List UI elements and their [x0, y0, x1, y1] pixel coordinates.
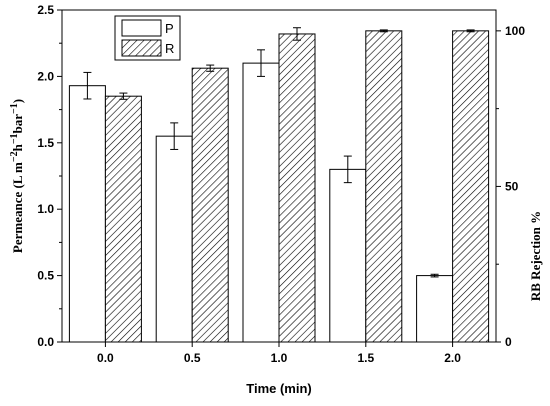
- x-tick-label-3: 1.5: [357, 351, 374, 365]
- y-left-tick-label-4: 2.0: [37, 69, 54, 83]
- y-right-tick-label-0: 0: [505, 335, 512, 349]
- right-axis: 0 50 100: [496, 24, 525, 349]
- error-bar-p-2: [257, 49, 265, 77]
- bar-p-2: [242, 62, 280, 343]
- x-tick-label-1: 0.5: [184, 351, 201, 365]
- error-bar-r-2: [293, 27, 301, 41]
- legend: P R: [114, 15, 181, 61]
- y-left-tick-label-0: 0.0: [37, 335, 54, 349]
- error-bar-p-4: [430, 273, 439, 278]
- y-axis-right-title: RB Rejection %: [528, 211, 543, 301]
- x-axis: 0.0 0.5 1.0 1.5 2.0: [97, 342, 461, 365]
- y-right-tick-label-1: 50: [505, 179, 519, 193]
- bar-p-0: [68, 85, 106, 343]
- bar-r-3: [365, 30, 403, 343]
- error-bar-r-4: [466, 29, 475, 33]
- y-left-tick-label-5: 2.5: [37, 3, 54, 17]
- bar-r-0: [104, 95, 142, 343]
- x-axis-title: Time (min): [246, 381, 312, 396]
- y-right-tick-label-2: 100: [505, 24, 525, 38]
- bar-p-3: [329, 168, 367, 343]
- left-axis: 0.0 0.5 1.0 1.5 2.0 2.5: [37, 3, 62, 349]
- error-bar-r-0: [119, 92, 128, 100]
- y-left-tick-label-3: 1.5: [37, 136, 54, 150]
- legend-swatch-r: [121, 39, 162, 57]
- y-axis-left-title: Permeance (L m−2h−1bar−1): [9, 99, 26, 253]
- bar-r-4: [452, 30, 490, 343]
- legend-label-p: P: [165, 21, 174, 36]
- bar-p-1: [155, 135, 193, 343]
- error-bar-r-3: [379, 29, 388, 33]
- bars-layer: [68, 30, 490, 343]
- y-left-tick-label-2: 1.0: [37, 202, 54, 216]
- error-bar-r-1: [206, 64, 215, 72]
- y-left-tick-label-1: 0.5: [37, 269, 54, 283]
- bar-r-1: [191, 67, 229, 343]
- error-bars-layer: [83, 27, 475, 278]
- error-bar-p-1: [170, 122, 179, 150]
- bar-p-4: [416, 275, 454, 343]
- error-bar-p-3: [343, 155, 352, 184]
- x-tick-label-2: 1.0: [271, 351, 288, 365]
- legend-swatch-p: [121, 19, 162, 37]
- x-tick-label-0: 0.0: [97, 351, 114, 365]
- error-bar-p-0: [83, 71, 92, 100]
- x-tick-label-4: 2.0: [444, 351, 461, 365]
- bar-r-2: [278, 33, 316, 343]
- legend-label-r: R: [165, 41, 174, 56]
